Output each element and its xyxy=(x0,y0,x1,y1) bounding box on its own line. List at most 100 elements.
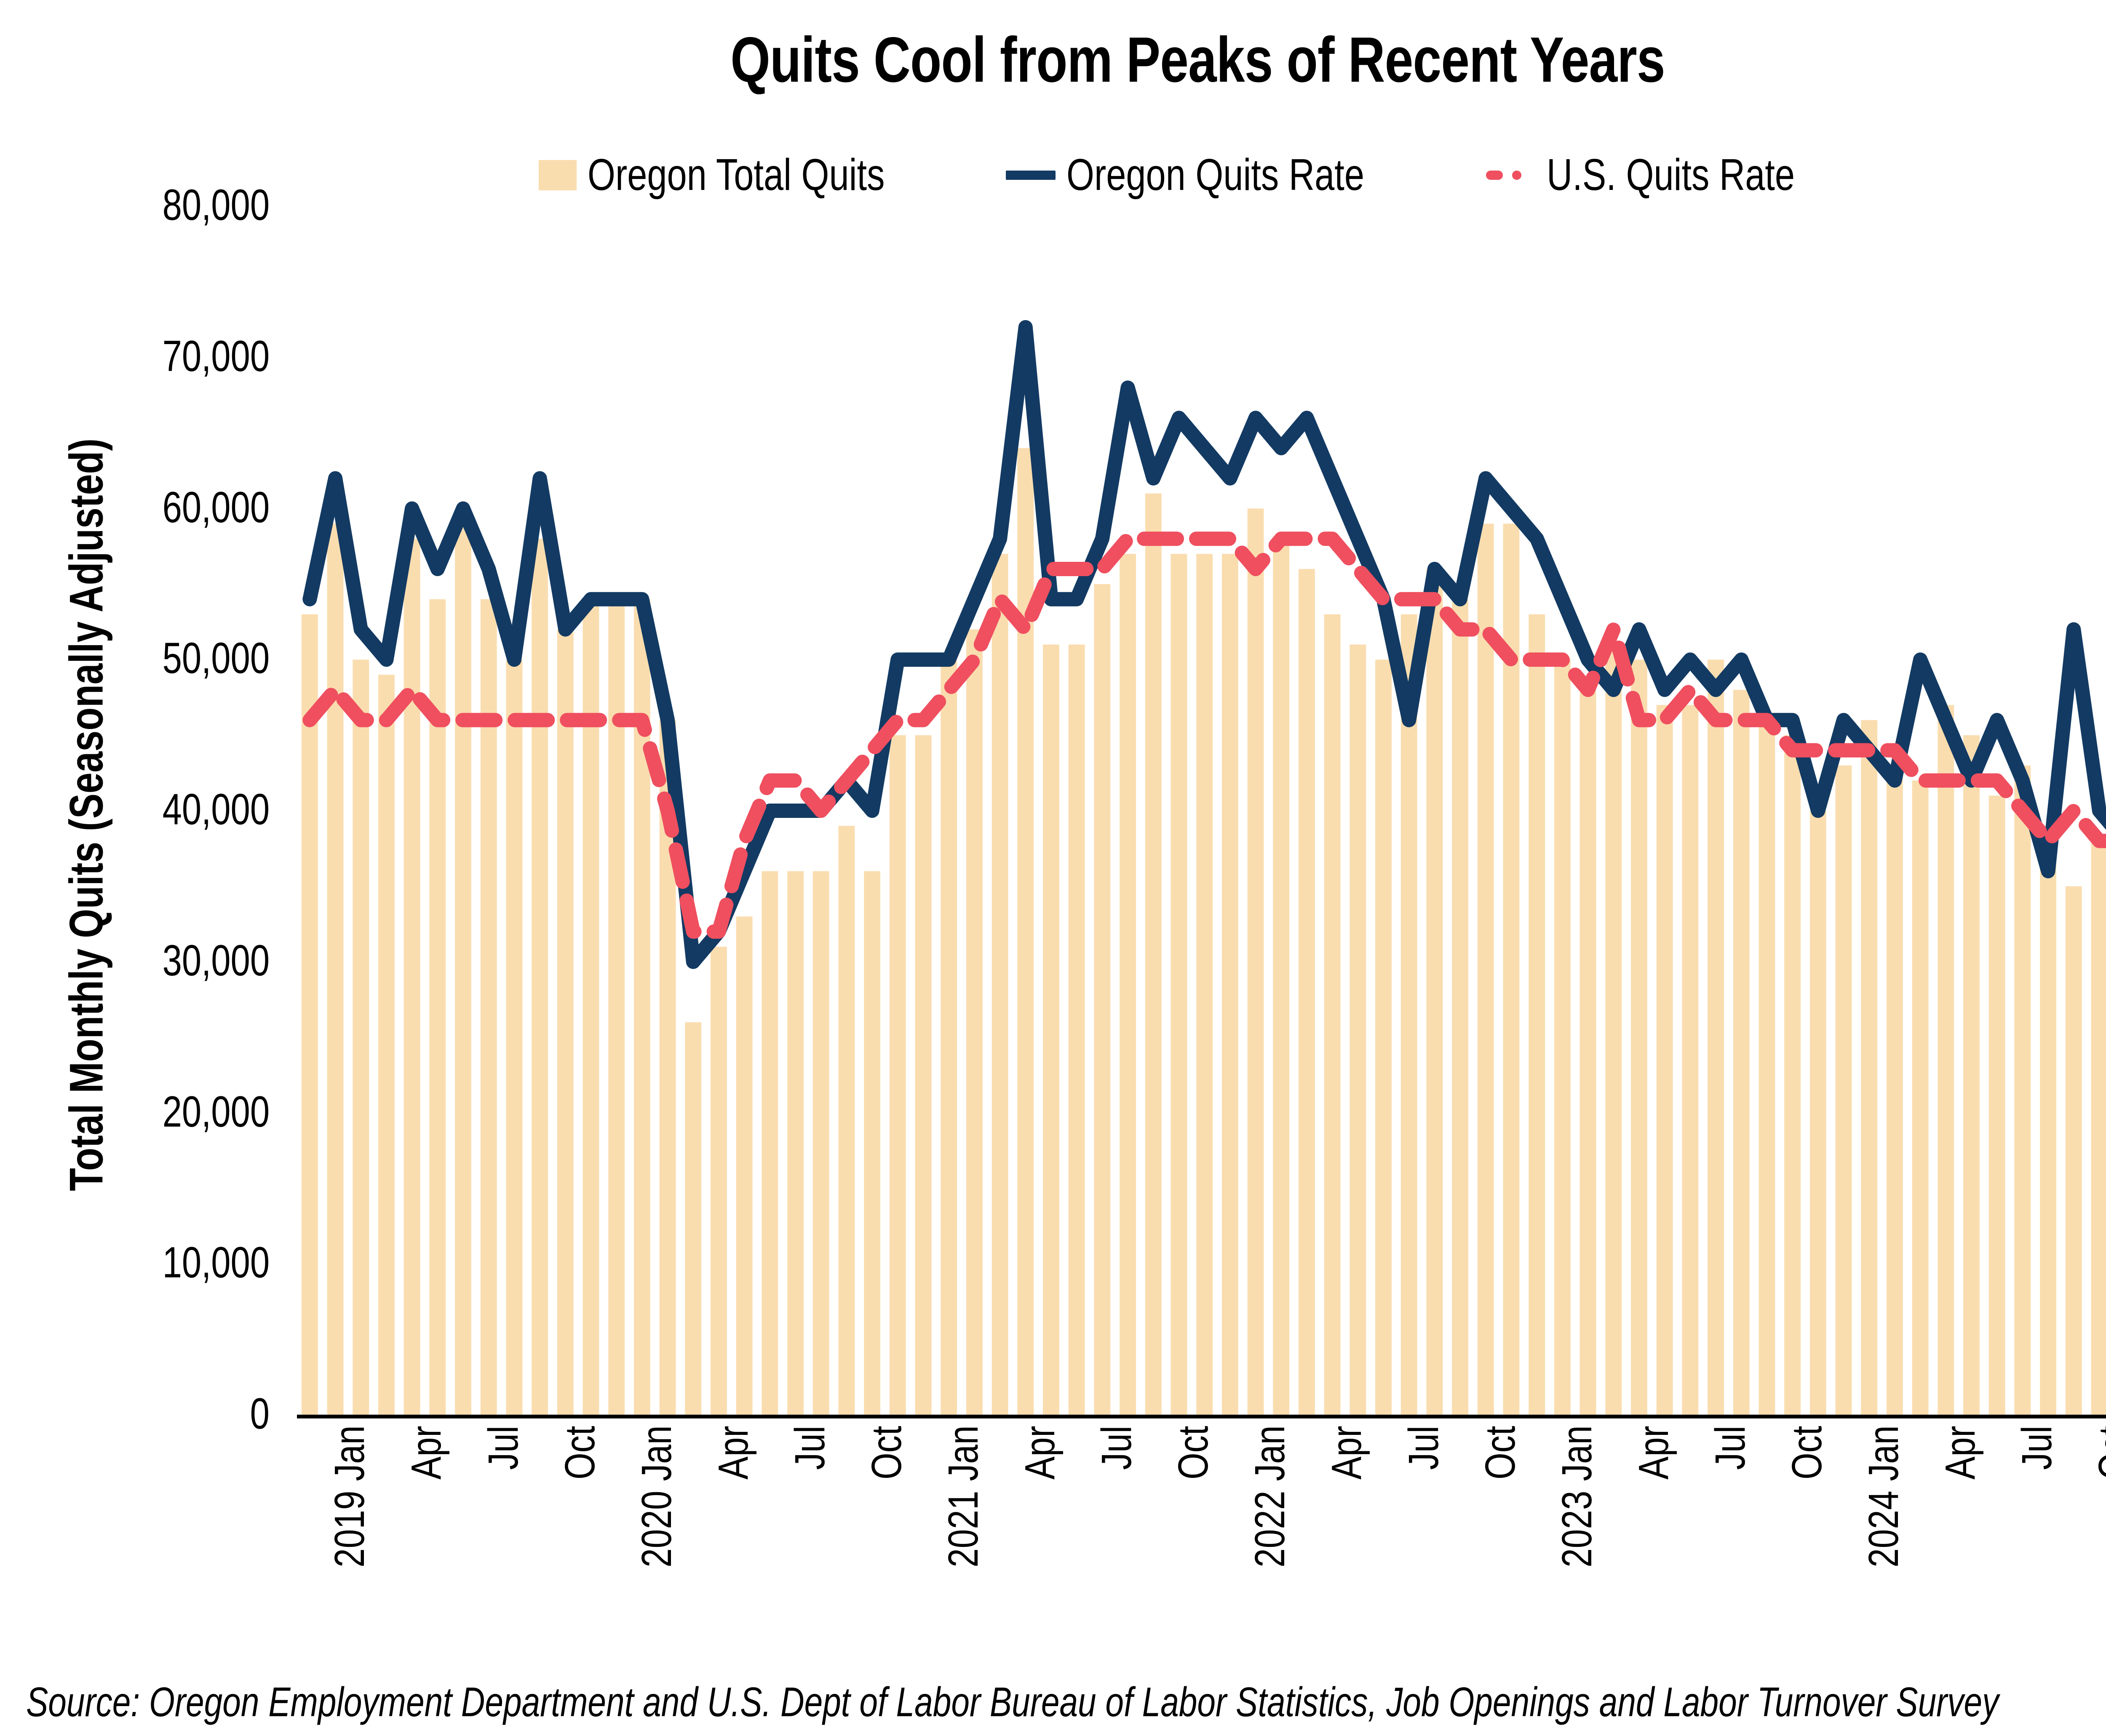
bar xyxy=(992,554,1008,1415)
bar xyxy=(1171,554,1187,1415)
x-axis-tick-label: Jul xyxy=(786,1426,834,1470)
x-axis-tick-label: Apr xyxy=(1016,1426,1064,1480)
chart-title: Quits Cool from Peaks of Recent Years xyxy=(730,24,1665,96)
x-axis-tick-label: Apr xyxy=(1323,1426,1371,1480)
bar xyxy=(1221,554,1238,1415)
bar xyxy=(1043,644,1059,1415)
x-axis-tick-label: Oct xyxy=(556,1426,604,1480)
bar xyxy=(1247,508,1264,1415)
bar xyxy=(889,735,906,1415)
bar xyxy=(941,660,957,1415)
y-axis-left-tick-label: 20,000 xyxy=(162,1087,270,1136)
bar xyxy=(1988,796,2005,1415)
legend-label-us-quits-rate: U.S. Quits Rate xyxy=(1547,150,1795,200)
bar xyxy=(1580,690,1596,1415)
bar xyxy=(1477,523,1494,1415)
x-axis-ticks: 2019 Jan Apr Jul Oct 2020 Jan Apr Jul Oct 2021 J… xyxy=(297,1426,2106,1695)
bar xyxy=(1861,720,1878,1415)
bar xyxy=(1656,705,1673,1415)
bar xyxy=(1963,735,1980,1415)
bar xyxy=(1196,554,1213,1415)
bar xyxy=(1682,705,1699,1415)
bar xyxy=(1554,660,1571,1415)
y-axis-left-tick-label: 50,000 xyxy=(162,634,270,683)
bar xyxy=(1503,523,1520,1415)
bar xyxy=(1809,811,1826,1415)
plot-svg xyxy=(301,320,2106,1415)
bar xyxy=(480,599,497,1415)
bar xyxy=(1120,554,1136,1415)
x-axis-tick-label: 2019 Jan xyxy=(326,1426,374,1568)
x-axis-line xyxy=(297,1415,2106,1418)
bar xyxy=(1299,569,1315,1415)
legend-label-oregon-total-quits: Oregon Total Quits xyxy=(587,150,885,200)
bar xyxy=(1784,735,1801,1415)
bar xyxy=(1145,493,1162,1415)
x-axis-tick-label: 2022 Jan xyxy=(1246,1426,1294,1568)
bar xyxy=(429,599,446,1415)
legend-item-oregon-quits-rate[interactable]: Oregon Quits Rate xyxy=(1006,150,1439,200)
x-axis-tick-label: Oct xyxy=(2090,1426,2106,1480)
bar xyxy=(2091,841,2106,1415)
legend-label-oregon-quits-rate: Oregon Quits Rate xyxy=(1066,150,1365,200)
y-axis-left-tick-label: 80,000 xyxy=(162,181,270,230)
x-axis-tick-label: Oct xyxy=(1170,1426,1217,1480)
legend-item-us-quits-rate[interactable]: U.S. Quits Rate xyxy=(1486,150,1857,200)
line-series-u-s-quits-rate xyxy=(302,531,2106,939)
bar xyxy=(1938,705,1954,1415)
x-axis-tick-label: Oct xyxy=(1476,1426,1524,1480)
bar xyxy=(736,916,753,1415)
x-axis-tick-label: Jul xyxy=(1706,1426,1754,1470)
bar xyxy=(1350,644,1366,1415)
bar xyxy=(327,523,344,1415)
bar xyxy=(583,599,599,1415)
x-axis-tick-label: Jul xyxy=(1400,1426,1447,1470)
bar xyxy=(711,946,727,1415)
bar xyxy=(1273,539,1290,1415)
legend-item-oregon-total-quits[interactable]: Oregon Total Quits xyxy=(538,150,959,200)
y-axis-left-tick-label: 70,000 xyxy=(162,331,270,381)
bar xyxy=(787,871,804,1415)
bar xyxy=(353,660,369,1415)
bar xyxy=(2014,765,2031,1415)
y-axis-left-tick-label: 0 xyxy=(250,1389,270,1438)
bar xyxy=(1426,569,1443,1415)
bar xyxy=(378,675,395,1415)
bar xyxy=(685,1022,702,1415)
x-axis-tick-label: Apr xyxy=(403,1426,450,1480)
x-axis-tick-label: Jul xyxy=(2013,1426,2061,1470)
x-axis-tick-label: Jul xyxy=(479,1426,527,1470)
bar xyxy=(1452,599,1469,1415)
legend-swatch-line xyxy=(1006,170,1056,180)
bar xyxy=(1631,660,1647,1415)
bar xyxy=(1529,614,1545,1415)
bar xyxy=(608,599,625,1415)
bar xyxy=(812,871,829,1415)
bar xyxy=(2040,841,2056,1415)
y-axis-left-title: Total Monthly Quits (Seasonally Adjusted… xyxy=(60,438,113,1191)
bar xyxy=(1835,765,1852,1415)
bar xyxy=(455,523,471,1415)
bar xyxy=(1886,765,1903,1415)
x-axis-tick-label: Apr xyxy=(1937,1426,1984,1480)
bar xyxy=(915,735,932,1415)
bar-series-oregon-total-quits xyxy=(301,448,2106,1415)
x-axis-tick-label: 2024 Jan xyxy=(1860,1426,1907,1568)
line-series-oregon-quits-rate xyxy=(302,320,2106,969)
x-axis-tick-label: 2020 Jan xyxy=(633,1426,680,1568)
x-axis-tick-label: Apr xyxy=(1630,1426,1677,1480)
legend-swatch-bar xyxy=(538,160,577,190)
bar xyxy=(838,825,855,1415)
chart-legend: Oregon Total Quits Oregon Quits Rate U.S… xyxy=(0,150,2106,200)
bar xyxy=(1375,660,1392,1415)
bar xyxy=(1605,644,1622,1415)
bar xyxy=(1094,584,1111,1415)
bar xyxy=(966,629,983,1415)
bar xyxy=(532,539,548,1415)
bar xyxy=(301,614,318,1415)
bar xyxy=(864,871,881,1415)
x-axis-tick-label: 2021 Jan xyxy=(940,1426,987,1568)
plot-area xyxy=(297,206,2106,1418)
x-axis-tick-label: Oct xyxy=(863,1426,910,1480)
